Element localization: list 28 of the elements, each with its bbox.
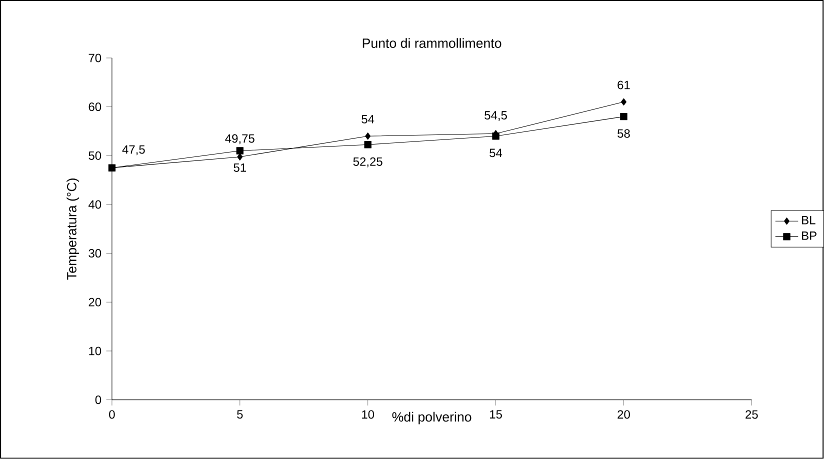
data-label: 49,75: [225, 134, 254, 144]
y-tick-label: 10: [89, 346, 102, 356]
x-tick-label: 10: [362, 410, 374, 419]
data-label: 54: [490, 148, 502, 158]
x-tick-label: 0: [109, 410, 115, 419]
data-label: 47,5: [122, 145, 145, 156]
x-tick-label: 25: [746, 410, 758, 419]
y-tick-label: 70: [88, 54, 102, 62]
y-tick-label: 60: [88, 102, 102, 112]
y-tick-label: 50: [88, 151, 102, 160]
y-tick-label: 30: [88, 249, 102, 258]
y-tick-label: 40: [88, 200, 102, 209]
data-label: 61: [618, 80, 630, 90]
data-label: 58: [618, 129, 630, 138]
data-label: 54,5: [484, 111, 507, 122]
legend-label: BL: [802, 216, 816, 224]
data-label: 51: [234, 164, 246, 172]
y-tick-label: 0: [95, 396, 102, 404]
x-tick-label: 5: [237, 410, 243, 419]
data-label: 54: [362, 115, 374, 124]
chart-title: Punto di rammollimento: [362, 38, 502, 48]
legend-label: BP: [802, 232, 816, 240]
y-axis-title: Temperatura (°C): [66, 178, 80, 280]
x-tick-label: 15: [490, 410, 502, 419]
data-label: 52,25: [353, 157, 382, 168]
x-tick-label: 20: [618, 410, 630, 419]
y-tick-label: 20: [88, 298, 102, 307]
x-axis-title: %di polverino: [392, 412, 472, 424]
